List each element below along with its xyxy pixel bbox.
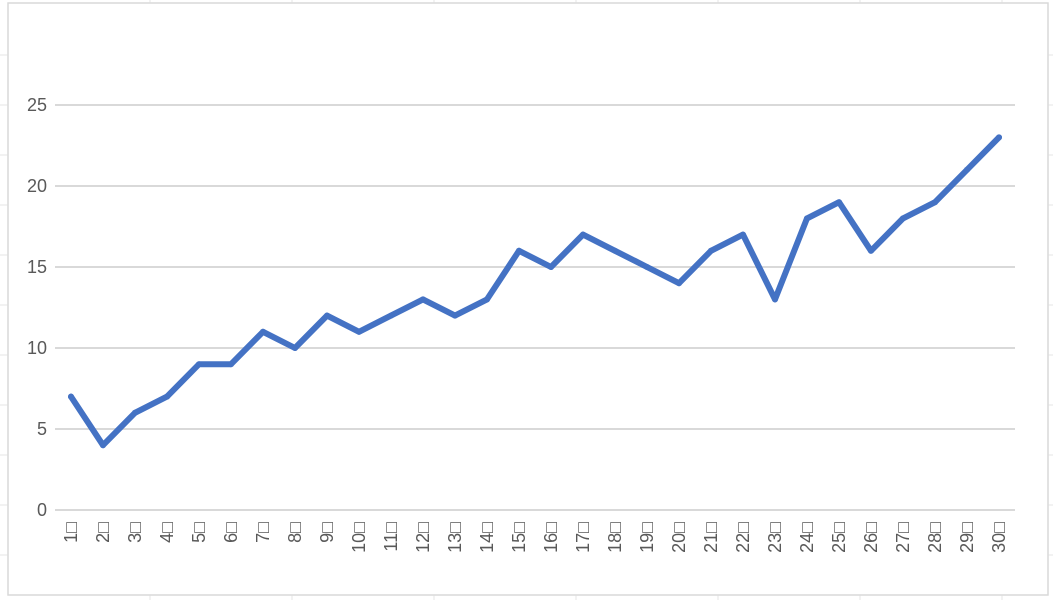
y-tick-label: 20 <box>27 176 47 196</box>
x-category-label: 15□ <box>509 522 529 553</box>
data-point <box>580 231 586 238</box>
data-point <box>612 247 618 254</box>
y-tick-label: 10 <box>27 338 47 358</box>
data-point <box>356 328 362 335</box>
x-category-label: 28□ <box>925 522 945 553</box>
y-gridlines <box>55 104 1015 511</box>
y-axis-tick-labels: 0 5 10 15 20 25 <box>27 95 47 520</box>
data-point <box>164 393 170 400</box>
data-point <box>420 296 426 303</box>
y-tick-label: 25 <box>27 95 47 115</box>
x-category-label: 6□ <box>221 522 241 543</box>
data-point <box>484 296 490 303</box>
data-point <box>292 345 298 351</box>
data-point <box>900 215 906 222</box>
data-point <box>804 215 810 222</box>
data-point <box>708 247 714 254</box>
data-point <box>868 247 874 254</box>
x-category-label: 2□ <box>93 522 113 543</box>
x-category-label: 18□ <box>605 522 625 553</box>
x-category-label: 9□ <box>317 522 337 543</box>
x-axis-category-labels: 1□ 2□ 3□ 4□ 5□ 6□ 7□ 8□ 9□ 10□ 11□ 12□ 13□ 14□ 15□ 16□ 1… <box>61 522 1009 553</box>
x-category-label: 3□ <box>125 522 145 543</box>
data-point <box>388 312 394 319</box>
x-category-label: 8□ <box>285 522 305 543</box>
data-point <box>324 312 330 319</box>
data-point <box>996 134 1002 141</box>
series-line <box>68 134 1002 449</box>
data-point <box>676 280 682 287</box>
x-category-label: 22□ <box>733 522 753 553</box>
y-tick-label: 5 <box>37 419 47 439</box>
x-category-label: 12□ <box>413 522 433 553</box>
x-category-label: 19□ <box>637 522 657 553</box>
data-point <box>836 199 842 206</box>
data-point <box>932 199 938 206</box>
data-point <box>132 409 138 416</box>
x-category-label: 26□ <box>861 522 881 553</box>
data-point <box>100 442 106 449</box>
x-category-label: 1□ <box>61 522 81 543</box>
x-category-label: 21□ <box>701 522 721 553</box>
x-category-label: 10□ <box>349 522 369 553</box>
x-category-label: 25□ <box>829 522 849 553</box>
data-point <box>772 296 778 303</box>
x-category-label: 24□ <box>797 522 817 553</box>
x-category-label: 23□ <box>765 522 785 553</box>
data-point <box>644 264 650 270</box>
x-category-label: 7□ <box>253 522 273 543</box>
data-point <box>196 361 202 368</box>
data-point <box>964 166 970 173</box>
x-category-label: 17□ <box>573 522 593 553</box>
x-category-label: 11□ <box>381 522 401 552</box>
x-category-label: 16□ <box>541 522 561 553</box>
x-category-label: 30□ <box>989 522 1009 553</box>
data-point <box>452 312 458 319</box>
data-point <box>740 231 746 238</box>
chart-border <box>7 2 1049 596</box>
x-category-label: 14□ <box>477 522 497 553</box>
x-category-label: 29□ <box>957 522 977 553</box>
y-tick-label: 0 <box>37 500 47 520</box>
data-point <box>548 264 554 270</box>
x-category-label: 5□ <box>189 522 209 543</box>
y-tick-label: 15 <box>27 257 47 277</box>
series-group <box>68 134 1002 449</box>
data-point <box>68 393 74 400</box>
x-category-label: 4□ <box>157 522 177 543</box>
data-point <box>260 328 266 335</box>
x-category-label: 20□ <box>669 522 689 553</box>
data-point <box>228 361 234 368</box>
data-point <box>516 247 522 254</box>
x-category-label: 27□ <box>893 522 913 553</box>
x-category-label: 13□ <box>445 522 465 553</box>
